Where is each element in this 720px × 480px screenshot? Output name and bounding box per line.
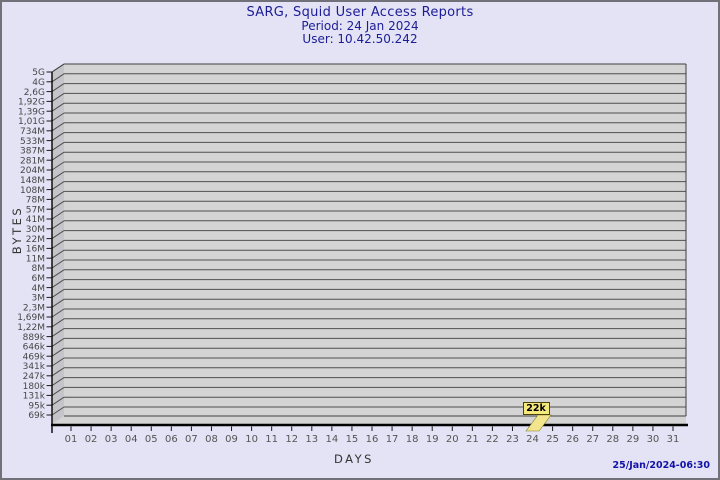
svg-text:06: 06 <box>165 434 178 445</box>
svg-text:1,39G: 1,39G <box>18 107 45 117</box>
svg-text:15: 15 <box>346 434 359 445</box>
svg-text:4M: 4M <box>32 284 46 294</box>
svg-text:131k: 131k <box>23 392 46 402</box>
svg-text:16: 16 <box>366 434 379 445</box>
svg-text:16M: 16M <box>26 245 45 255</box>
svg-text:108M: 108M <box>20 186 45 196</box>
svg-text:25: 25 <box>546 434 559 445</box>
grid-lines <box>51 63 686 416</box>
svg-text:27: 27 <box>586 434 599 445</box>
svg-text:57M: 57M <box>26 205 45 215</box>
svg-text:28: 28 <box>606 434 619 445</box>
svg-text:533M: 533M <box>20 137 45 147</box>
svg-text:23: 23 <box>506 434 519 445</box>
svg-text:22M: 22M <box>26 235 45 245</box>
chart-user: User: 10.42.50.242 <box>302 32 418 46</box>
svg-text:11M: 11M <box>26 254 45 264</box>
svg-text:12: 12 <box>285 434 298 445</box>
svg-text:1,22M: 1,22M <box>17 323 45 333</box>
svg-text:2,3M: 2,3M <box>23 303 45 313</box>
plot-frame <box>51 63 687 417</box>
svg-text:14: 14 <box>325 434 338 445</box>
svg-text:08: 08 <box>205 434 218 445</box>
svg-text:20: 20 <box>446 434 459 445</box>
svg-text:180k: 180k <box>23 382 46 392</box>
svg-text:29: 29 <box>626 434 639 445</box>
svg-text:13: 13 <box>305 434 318 445</box>
svg-text:204M: 204M <box>20 166 45 176</box>
svg-text:04: 04 <box>125 434 138 445</box>
svg-text:41M: 41M <box>26 215 45 225</box>
svg-text:11: 11 <box>265 434 278 445</box>
y-axis-title: BYTES <box>10 205 24 255</box>
data-bars <box>525 414 552 432</box>
chart-title-block: SARG, Squid User Access Reports Period: … <box>2 6 718 46</box>
svg-text:5G: 5G <box>32 68 45 78</box>
base-3d <box>52 416 686 425</box>
svg-text:30: 30 <box>647 434 660 445</box>
axes <box>51 72 688 433</box>
svg-text:26: 26 <box>566 434 579 445</box>
svg-text:1,01G: 1,01G <box>18 117 45 127</box>
svg-text:95k: 95k <box>28 401 45 411</box>
svg-text:734M: 734M <box>20 127 45 137</box>
svg-text:148M: 148M <box>20 176 45 186</box>
svg-text:281M: 281M <box>20 156 45 166</box>
y-tick-labels: 5G4G2,6G1,92G1,39G1,01G734M533M387M281M2… <box>17 68 52 421</box>
svg-text:3M: 3M <box>32 294 46 304</box>
svg-text:341k: 341k <box>23 362 46 372</box>
svg-text:24: 24 <box>526 434 539 445</box>
svg-text:6M: 6M <box>32 274 46 284</box>
svg-text:18: 18 <box>406 434 419 445</box>
svg-text:889k: 889k <box>23 333 46 343</box>
svg-text:10: 10 <box>245 434 258 445</box>
svg-text:19: 19 <box>426 434 439 445</box>
svg-text:387M: 387M <box>20 147 45 157</box>
data-bar <box>525 414 552 432</box>
svg-text:646k: 646k <box>23 343 46 353</box>
svg-text:1,69M: 1,69M <box>17 313 45 323</box>
svg-text:05: 05 <box>145 434 158 445</box>
x-axis-title: DAYS <box>334 452 374 466</box>
svg-text:31: 31 <box>667 434 680 445</box>
svg-text:69k: 69k <box>28 411 45 421</box>
svg-text:09: 09 <box>225 434 238 445</box>
generated-timestamp: 25/Jan/2024-06:30 <box>612 460 711 471</box>
svg-text:07: 07 <box>185 434 198 445</box>
svg-text:1,92G: 1,92G <box>18 98 45 108</box>
svg-text:30M: 30M <box>26 225 45 235</box>
svg-text:17: 17 <box>386 434 399 445</box>
chart-period: Period: 24 Jan 2024 <box>301 19 419 33</box>
svg-text:8M: 8M <box>32 264 46 274</box>
svg-text:2,6G: 2,6G <box>24 88 45 98</box>
x-tick-labels: 01 02 03 04 05 06 07 08 09 10 11 12 13 14 15 16 17 18 19 20… <box>65 426 680 445</box>
svg-text:78M: 78M <box>26 196 45 206</box>
svg-text:02: 02 <box>85 434 98 445</box>
svg-text:21: 21 <box>466 434 479 445</box>
svg-text:22: 22 <box>486 434 499 445</box>
svg-text:4G: 4G <box>32 78 45 88</box>
svg-text:469k: 469k <box>23 352 46 362</box>
svg-text:01: 01 <box>65 434 78 445</box>
svg-text:03: 03 <box>105 434 118 445</box>
bar-value-annotation: 22k <box>522 402 550 415</box>
svg-text:247k: 247k <box>23 372 46 382</box>
chart-title: SARG, Squid User Access Reports <box>246 5 474 20</box>
